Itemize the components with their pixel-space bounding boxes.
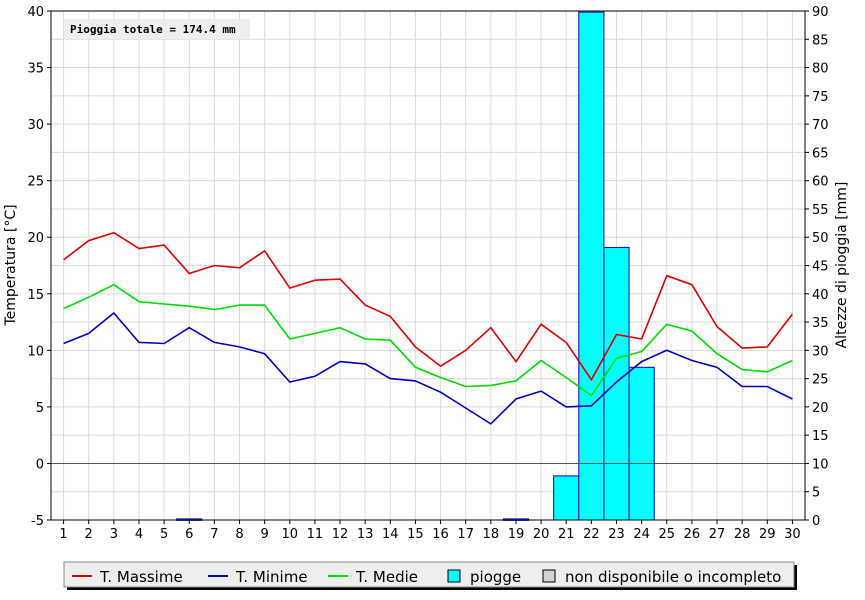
x-tick-label: 17 (457, 527, 474, 542)
legend: T. Massime T. Minime T. Medie piogge non dis… (63, 561, 797, 590)
legend-box (63, 561, 795, 588)
legend-label-non-disponibile-o-incompleto: non disponibile o incompleto (565, 568, 781, 586)
legend-label-piogge: piogge (470, 568, 521, 586)
x-tick-label: 19 (508, 527, 525, 542)
x-tick-label: 12 (332, 527, 349, 542)
y2-axis-ticks: 0 5 10 15 20 25 30 35 40 45 50 55 60 65 70 75 80 85 90 (805, 5, 829, 529)
x-tick-label: 30 (784, 527, 801, 542)
x-tick-label: 20 (533, 527, 550, 542)
x-tick-label: 23 (608, 527, 625, 542)
legend-swatch-piogge (447, 569, 461, 583)
y-tick-label: 0 (36, 457, 44, 472)
y2-tick-label: 5 (812, 486, 820, 501)
x-tick-label: 18 (483, 527, 500, 542)
x-tick-label: 22 (583, 527, 600, 542)
y2-tick-label: 20 (812, 401, 829, 416)
y2-axis-label: Altezze di pioggia [mm] (834, 182, 850, 349)
x-tick-label: 21 (558, 527, 575, 542)
y-tick-label: 5 (36, 401, 44, 416)
y-axis-ticks: -5 0 5 10 15 20 25 30 35 40 (27, 5, 51, 529)
y2-tick-label: 60 (812, 175, 829, 190)
x-tick-label: 11 (307, 527, 324, 542)
series-line-t-medie (63, 283, 793, 397)
y2-tick-label: 15 (812, 429, 829, 444)
series-line-t-massime (63, 231, 794, 382)
y2-tick-label: 90 (812, 5, 829, 20)
y-axis-label: Temperatura [°C] (3, 204, 19, 326)
y2-tick-label: 50 (812, 231, 829, 246)
y-tick-label: 20 (27, 231, 44, 246)
y2-tick-label: 70 (812, 118, 829, 133)
y2-tick-label: 40 (812, 288, 829, 303)
y2-tick-label: 75 (812, 90, 829, 105)
x-tick-label: 6 (185, 527, 193, 542)
x-tick-label: 2 (85, 527, 93, 542)
x-tick-label: 9 (260, 527, 268, 542)
grid-lines (51, 10, 805, 521)
y2-tick-label: 65 (812, 146, 829, 161)
y2-tick-label: 10 (812, 457, 829, 472)
y-tick-label: 30 (27, 118, 44, 133)
x-tick-label: 26 (684, 527, 701, 542)
y2-tick-label: 80 (812, 62, 829, 77)
x-axis-ticks: 1 2 3 4 5 6 7 8 9 10 11 12 13 14 15 16 17 18 19 20 21 22 23 24 2… (59, 520, 801, 542)
x-tick-label: 16 (432, 527, 449, 542)
x-tick-label: 15 (407, 527, 424, 542)
x-tick-label: 3 (110, 527, 118, 542)
y-tick-label: -5 (31, 514, 44, 529)
x-tick-label: 4 (135, 527, 143, 542)
x-tick-label: 29 (759, 527, 776, 542)
y-tick-label: 10 (27, 344, 44, 359)
series-line-t-minime (63, 311, 793, 425)
legend-label-t-massime: T. Massime (99, 568, 183, 586)
x-tick-label: 5 (160, 527, 168, 542)
y-tick-label: 35 (27, 62, 44, 77)
x-tick-label: 24 (633, 527, 650, 542)
x-tick-label: 28 (734, 527, 751, 542)
y2-tick-label: 30 (812, 344, 829, 359)
x-tick-label: 8 (235, 527, 243, 542)
legend-label-t-medie: T. Medie (355, 568, 418, 586)
x-tick-label: 13 (357, 527, 374, 542)
y2-tick-label: 85 (812, 33, 829, 48)
y2-tick-label: 55 (812, 203, 829, 218)
rain-bar (628, 366, 655, 521)
y-tick-label: 40 (27, 5, 44, 20)
temperature-lines (63, 231, 794, 425)
legend-swatch-non-disponibile-o-incompleto (542, 569, 556, 583)
rain-bars (176, 11, 655, 521)
y2-tick-label: 45 (812, 260, 829, 275)
y2-tick-label: 0 (812, 514, 820, 529)
annotation-box (64, 19, 250, 39)
rain-bar (578, 11, 605, 521)
x-tick-label: 25 (658, 527, 675, 542)
y-tick-label: 25 (27, 175, 44, 190)
x-tick-label: 7 (210, 527, 218, 542)
x-tick-label: 10 (281, 527, 298, 542)
y2-tick-label: 35 (812, 316, 829, 331)
rain-bar (603, 246, 630, 521)
annotation-text: Pioggia totale = 174.4 mm (70, 23, 236, 36)
y2-tick-label: 25 (812, 373, 829, 388)
rain-bar (553, 475, 580, 521)
y-tick-label: 15 (27, 288, 44, 303)
x-tick-label: 1 (59, 527, 67, 542)
x-tick-label: 14 (382, 527, 399, 542)
x-tick-label: 27 (709, 527, 726, 542)
legend-label-t-minime: T. Minime (235, 568, 308, 586)
